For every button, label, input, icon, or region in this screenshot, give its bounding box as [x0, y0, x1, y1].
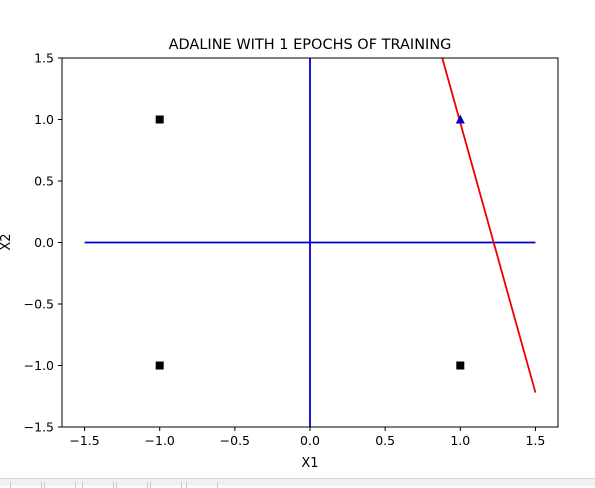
x-tick-label: 0.0: [300, 433, 320, 448]
x-tick-label: −1.0: [145, 433, 175, 448]
chart: −1.5 −1.0 −0.5 0.0 0.5 1.0 1.5 −1.5 −1.0 −0.5 0.0 0…: [0, 37, 559, 471]
y-tick-label: 0.5: [34, 174, 54, 189]
toolbar-back-button[interactable]: [44, 482, 76, 488]
x-tick-label: −0.5: [220, 433, 250, 448]
series-line-3: [441, 57, 537, 393]
y-tick-label: 1.5: [34, 51, 54, 66]
data-point-triangle-4: [455, 114, 465, 124]
x-axis-label: X1: [301, 456, 318, 471]
y-tick-label: 1.0: [34, 112, 54, 127]
toolbar-zoom-button[interactable]: [150, 482, 182, 488]
y-tick-label: −0.5: [24, 297, 54, 312]
x-tick-label: 1.5: [526, 433, 546, 448]
data-point-square-1: [155, 115, 164, 124]
toolbar-pan-button[interactable]: [116, 482, 148, 488]
chart-title: ADALINE WITH 1 EPOCHS OF TRAINING: [169, 37, 452, 53]
toolbar-forward-button[interactable]: [82, 482, 114, 488]
toolbar-save-button[interactable]: [186, 482, 218, 488]
y-tick-label: −1.5: [24, 420, 54, 435]
y-tick-label: −1.0: [24, 358, 54, 373]
x-tick-label: −1.5: [69, 433, 99, 448]
data-point-square-3: [456, 361, 465, 370]
y-tick-label: 0.0: [34, 235, 54, 250]
data-point-square-2: [155, 361, 164, 370]
x-tick-label: 1.0: [450, 433, 470, 448]
toolbar-home-button[interactable]: [10, 482, 42, 488]
x-tick-label: 0.5: [375, 433, 395, 448]
y-axis-label: X2: [0, 233, 14, 250]
